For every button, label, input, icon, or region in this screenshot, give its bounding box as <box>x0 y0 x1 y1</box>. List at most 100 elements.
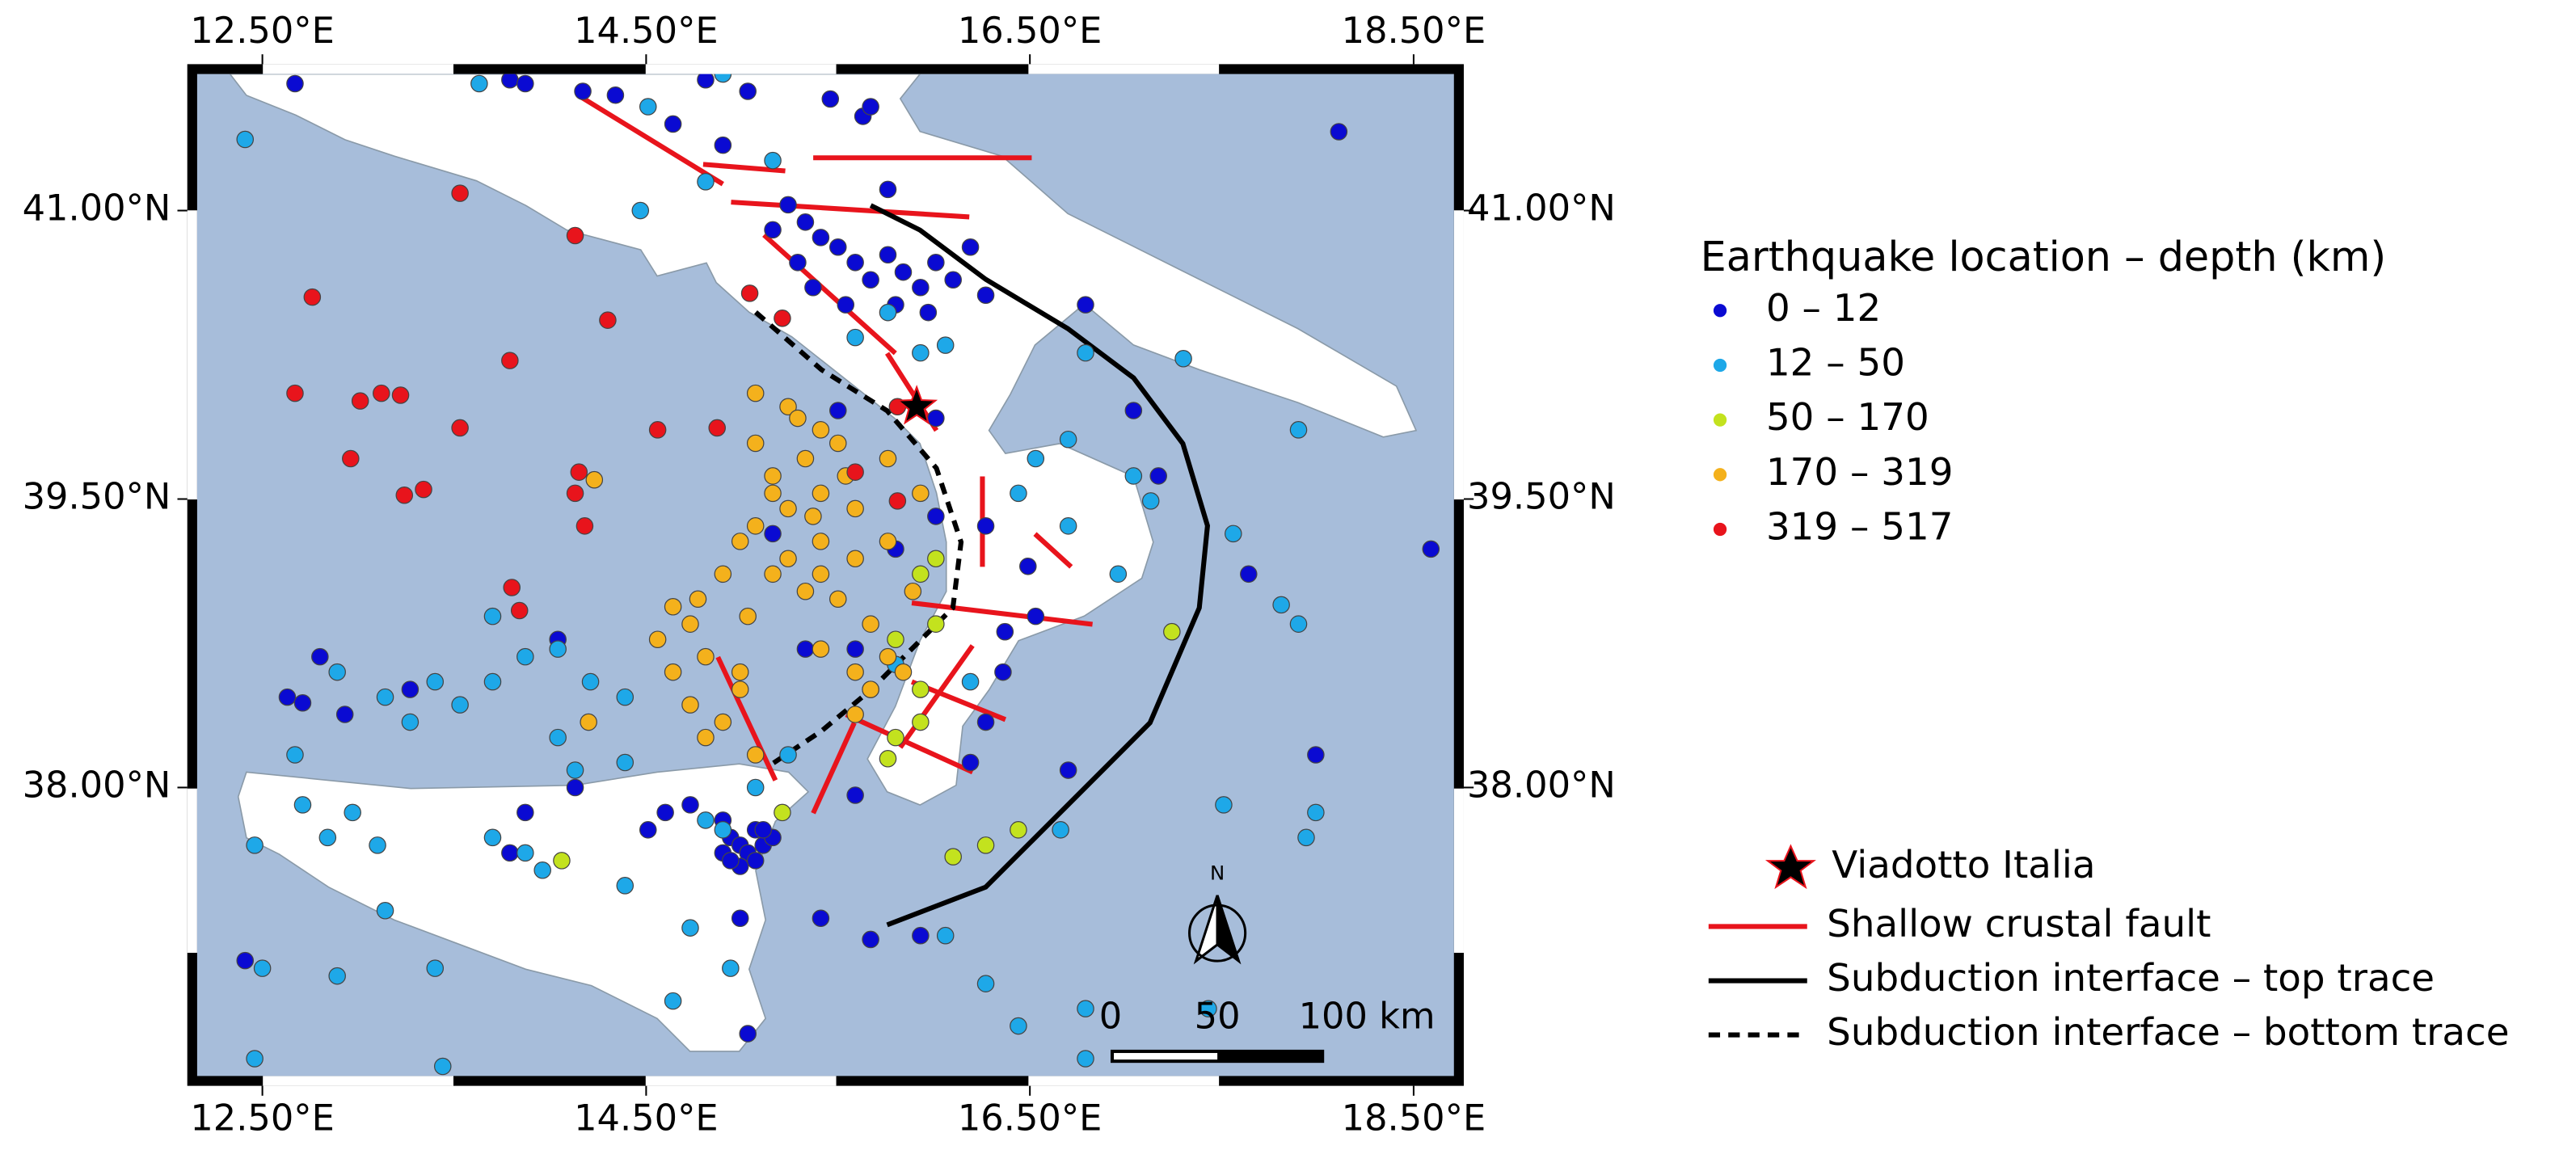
earthquake <box>391 386 410 404</box>
earthquake <box>433 1057 452 1076</box>
earthquake <box>739 82 757 100</box>
earthquake <box>812 484 830 503</box>
earthquake <box>774 803 791 822</box>
earthquake <box>714 74 732 83</box>
earthquake <box>681 696 699 714</box>
earthquake <box>664 663 682 681</box>
earthquake <box>286 384 304 402</box>
subduction-bottom <box>753 310 964 766</box>
earthquake <box>516 647 534 666</box>
earthquake <box>697 647 715 666</box>
earthquake <box>278 688 297 706</box>
legend-label: 0 – 12 <box>1766 287 1881 331</box>
earthquake <box>1077 1050 1094 1068</box>
earthquake <box>789 409 807 428</box>
earthquake <box>944 271 962 289</box>
earthquake <box>1059 761 1077 779</box>
earthquake <box>1077 343 1094 362</box>
earthquake <box>846 640 864 658</box>
earthquake <box>829 434 847 453</box>
earthquake <box>639 821 657 839</box>
earthquakes <box>236 74 1440 1076</box>
earthquake <box>821 90 840 108</box>
earthquake <box>1124 402 1143 419</box>
earthquake <box>912 713 930 731</box>
earthquake <box>846 328 864 347</box>
earthquake <box>648 421 667 439</box>
earthquake <box>812 640 830 658</box>
earthquake <box>533 861 551 879</box>
earthquake <box>961 238 980 256</box>
earthquake <box>373 384 390 402</box>
earthquake <box>779 499 797 518</box>
earthquake <box>351 392 369 410</box>
earthquake <box>246 1050 264 1068</box>
earthquake <box>879 180 897 199</box>
earthquake <box>746 517 765 535</box>
earthquake <box>344 803 361 822</box>
earthquake <box>912 680 930 698</box>
earthquake <box>804 278 822 297</box>
earthquake <box>774 310 791 327</box>
north-label: N <box>1210 861 1225 884</box>
scale-label: 100 km <box>1299 994 1436 1037</box>
earthquake <box>286 746 304 764</box>
earthquake <box>470 74 488 93</box>
earthquake <box>580 713 597 731</box>
earthquake <box>570 463 588 481</box>
x-tick-label: 18.50°E <box>1342 1096 1486 1139</box>
earthquake <box>796 213 815 231</box>
earthquake <box>1225 524 1242 543</box>
earthquake <box>395 486 414 504</box>
earthquake <box>401 680 419 698</box>
earthquake <box>862 271 879 289</box>
earthquake <box>483 828 502 847</box>
earthquake <box>1272 596 1290 614</box>
x-tick-label: 14.50°E <box>574 9 719 52</box>
earthquake <box>927 508 945 525</box>
earthquake <box>246 836 264 854</box>
earthquake <box>829 402 847 419</box>
earthquake <box>764 467 782 485</box>
legend-marker <box>1713 413 1727 427</box>
earthquake <box>846 706 864 723</box>
earthquake <box>904 582 922 600</box>
earthquake <box>1059 430 1077 449</box>
earthquake <box>894 263 913 281</box>
earthquake <box>887 728 904 747</box>
earthquake <box>1010 1017 1027 1035</box>
legend-label: 170 – 319 <box>1766 451 1953 495</box>
earthquake <box>311 647 329 666</box>
earthquake <box>369 836 386 854</box>
earthquake <box>510 601 529 620</box>
earthquake <box>708 419 726 437</box>
earthquake <box>516 803 534 822</box>
earthquake <box>697 74 715 89</box>
earthquake <box>401 713 419 731</box>
earthquake <box>779 398 797 416</box>
legend-label: 50 – 170 <box>1766 396 1929 440</box>
earthquake <box>1124 467 1143 485</box>
earthquake <box>293 796 312 814</box>
earthquake <box>697 811 715 829</box>
earthquake <box>812 421 830 439</box>
earthquake <box>862 930 879 949</box>
earthquake <box>451 184 469 202</box>
earthquake <box>415 480 432 499</box>
earthquake <box>812 565 830 583</box>
x-tick-label: 14.50°E <box>574 1096 719 1139</box>
earthquake <box>1174 350 1192 368</box>
legend-star <box>1764 844 1816 890</box>
legend-label: Shallow crustal fault <box>1827 903 2211 946</box>
earthquake <box>764 221 782 239</box>
earthquake <box>501 352 519 369</box>
earthquake <box>599 311 617 329</box>
earthquake <box>236 951 255 970</box>
earthquake <box>697 173 715 191</box>
earthquake <box>656 803 674 822</box>
y-tick-label: 38.00°N <box>23 763 171 806</box>
earthquake <box>879 749 897 768</box>
earthquake <box>1010 484 1027 503</box>
